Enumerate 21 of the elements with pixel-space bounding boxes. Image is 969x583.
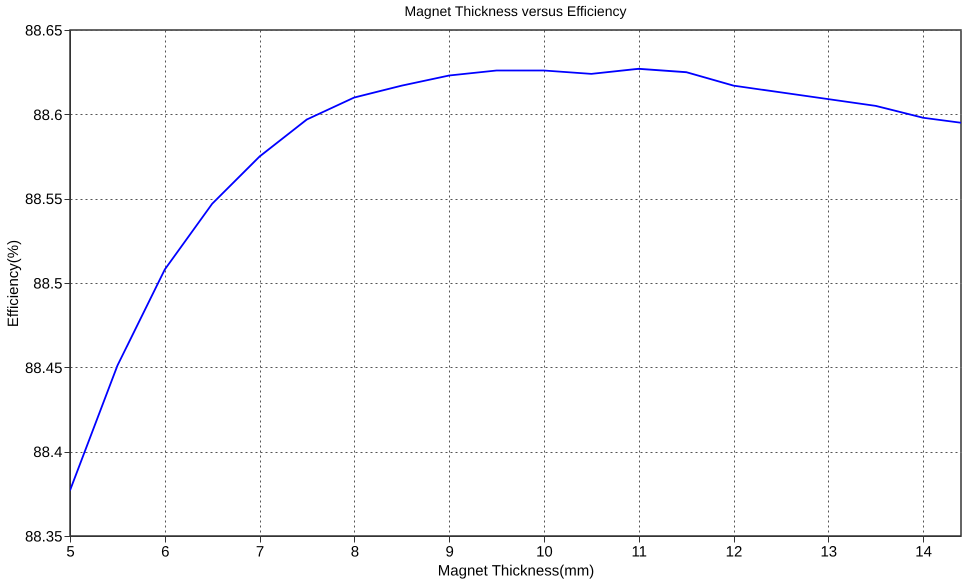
x-tick-label: 14: [915, 544, 932, 560]
y-tick-label: 88.5: [33, 276, 62, 292]
x-tick-label: 12: [726, 544, 742, 560]
x-axis-title: Magnet Thickness(mm): [438, 562, 594, 580]
line-series: [70, 68, 961, 492]
y-tick-label: 88.35: [24, 528, 62, 546]
chart-title: Magnet Thickness versus Efficiency: [404, 3, 627, 19]
x-tick-label: 7: [256, 544, 264, 560]
y-tick-label: 88.65: [24, 22, 62, 40]
x-tick-label: 11: [631, 544, 648, 560]
x-tick-label: 8: [350, 544, 360, 560]
y-axis-title: Efficiency(%): [4, 240, 22, 328]
x-tick-label: 6: [161, 544, 170, 560]
x-tick-label: 9: [445, 544, 454, 560]
y-tick-label: 88.45: [24, 360, 62, 377]
y-tick-label: 88.4: [33, 444, 62, 462]
y-tick-label: 88.55: [24, 191, 62, 208]
x-tick-label: 13: [820, 544, 838, 560]
x-tick-label: 5: [66, 544, 75, 560]
x-tick-label: 10: [536, 544, 553, 560]
y-tick-label: 88.6: [33, 106, 62, 124]
